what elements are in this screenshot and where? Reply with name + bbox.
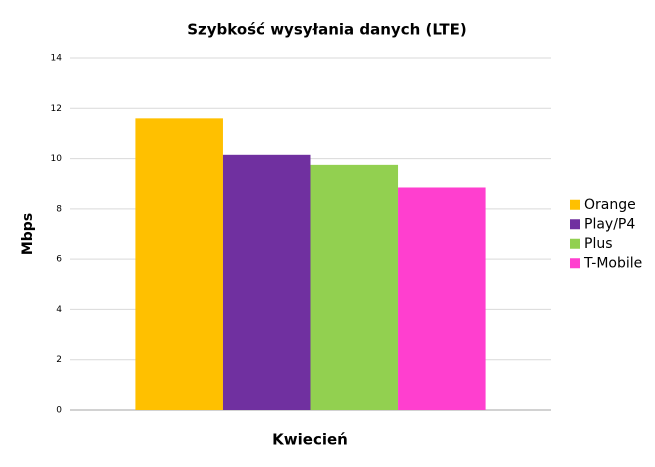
x-axis-label: Kwiecień xyxy=(272,431,348,449)
y-tick-label: 10 xyxy=(51,154,63,164)
y-tick-label: 8 xyxy=(56,204,62,214)
legend-label: Orange xyxy=(584,197,636,213)
bar xyxy=(135,118,223,410)
legend-swatch xyxy=(570,219,580,230)
legend-swatch xyxy=(570,258,580,269)
y-axis-label: Mbps xyxy=(20,213,36,255)
y-tick-label: 6 xyxy=(56,255,62,265)
legend-label: T-Mobile xyxy=(583,255,642,271)
y-tick-label: 2 xyxy=(56,355,62,365)
y-tick-label: 14 xyxy=(51,54,63,64)
bar xyxy=(222,154,311,410)
bar xyxy=(310,164,399,410)
bar xyxy=(398,187,486,410)
y-tick-label: 12 xyxy=(51,104,62,114)
y-tick-label: 4 xyxy=(56,305,62,315)
legend-label: Plus xyxy=(584,236,613,252)
legend-swatch xyxy=(570,199,580,210)
chart-title: Szybkość wysyłania danych (LTE) xyxy=(187,21,467,39)
legend-label: Play/P4 xyxy=(584,216,635,232)
legend-swatch xyxy=(570,238,580,249)
y-tick-label: 0 xyxy=(56,406,62,416)
